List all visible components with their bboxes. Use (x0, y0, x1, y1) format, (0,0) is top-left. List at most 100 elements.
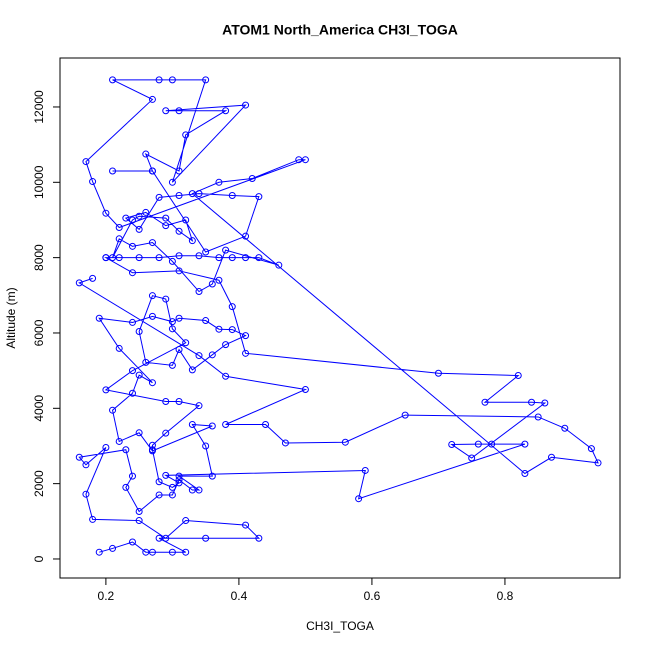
y-tick-label: 10000 (32, 165, 46, 199)
data-point (215, 178, 223, 186)
data-point (109, 167, 117, 175)
data-point (142, 358, 150, 366)
data-point (109, 544, 117, 552)
data-point (175, 227, 183, 235)
data-point (175, 252, 183, 260)
data-point (148, 239, 156, 247)
data-point (188, 366, 196, 374)
data-point (148, 548, 156, 556)
data-point (162, 471, 170, 479)
data-point (128, 318, 136, 326)
data-point (135, 508, 143, 516)
data-point (534, 413, 542, 421)
data-point (102, 443, 110, 451)
data-point (301, 385, 309, 393)
data-point (301, 156, 309, 164)
data-point (162, 398, 170, 406)
data-point (168, 325, 176, 333)
data-point (175, 472, 183, 480)
data-point (135, 517, 143, 525)
y-tick-label: 0 (32, 555, 46, 562)
data-point (295, 156, 303, 164)
data-point (228, 191, 236, 199)
data-point (155, 254, 163, 262)
data-point (162, 429, 170, 437)
data-point (262, 421, 270, 429)
data-point (95, 314, 103, 322)
data-point (202, 442, 210, 450)
data-point (434, 369, 442, 377)
data-point (135, 371, 143, 379)
data-point (115, 254, 123, 262)
x-tick-label: 0.8 (497, 589, 514, 603)
data-point (82, 490, 90, 498)
data-point (148, 441, 156, 449)
data-point (148, 446, 156, 454)
data-point (208, 472, 216, 480)
data-point (182, 339, 190, 347)
data-point (109, 254, 117, 262)
data-point (75, 279, 83, 287)
y-tick-label: 4000 (32, 395, 46, 422)
data-point (215, 325, 223, 333)
data-point (148, 292, 156, 300)
data-point (175, 398, 183, 406)
data-point (168, 318, 176, 326)
data-point (188, 421, 196, 429)
data-point (202, 248, 210, 256)
data-point (222, 107, 230, 115)
x-axis-label: CH3I_TOGA (306, 619, 374, 633)
data-point (341, 438, 349, 446)
data-point (242, 232, 250, 240)
data-point (228, 326, 236, 334)
data-point (182, 216, 190, 224)
data-point (168, 257, 176, 265)
data-point (128, 242, 136, 250)
data-point (195, 252, 203, 260)
data-point (168, 361, 176, 369)
data-point (148, 379, 156, 387)
data-point (148, 167, 156, 175)
data-point (82, 158, 90, 166)
data-point (228, 303, 236, 311)
y-tick-label: 6000 (32, 319, 46, 346)
data-point (188, 237, 196, 245)
data-point (115, 437, 123, 445)
data-point (122, 214, 130, 222)
data-point (175, 107, 183, 115)
data-point (222, 341, 230, 349)
data-point (195, 190, 203, 198)
data-point (355, 495, 363, 503)
data-point (148, 95, 156, 103)
data-point (109, 76, 117, 84)
data-point (182, 131, 190, 139)
data-point (594, 459, 602, 467)
data-point (188, 190, 196, 198)
data-point (155, 193, 163, 201)
data-point (175, 314, 183, 322)
data-point (215, 254, 223, 262)
data-point (202, 534, 210, 542)
data-point (155, 534, 163, 542)
data-point (175, 267, 183, 275)
data-point (102, 254, 110, 262)
data-point (528, 398, 536, 406)
data-point (474, 440, 482, 448)
y-tick-label: 12000 (32, 90, 46, 124)
data-point (128, 538, 136, 546)
data-point (541, 399, 549, 407)
data-point (168, 76, 176, 84)
data-point (222, 421, 230, 429)
data-point (109, 406, 117, 414)
data-point (115, 224, 123, 232)
data-point (521, 440, 529, 448)
data-point (242, 521, 250, 529)
data-point (115, 235, 123, 243)
data-point (242, 349, 250, 357)
data-point (89, 515, 97, 523)
data-point (122, 446, 130, 454)
data-point (168, 491, 176, 499)
data-point (115, 344, 123, 352)
data-point (82, 461, 90, 469)
